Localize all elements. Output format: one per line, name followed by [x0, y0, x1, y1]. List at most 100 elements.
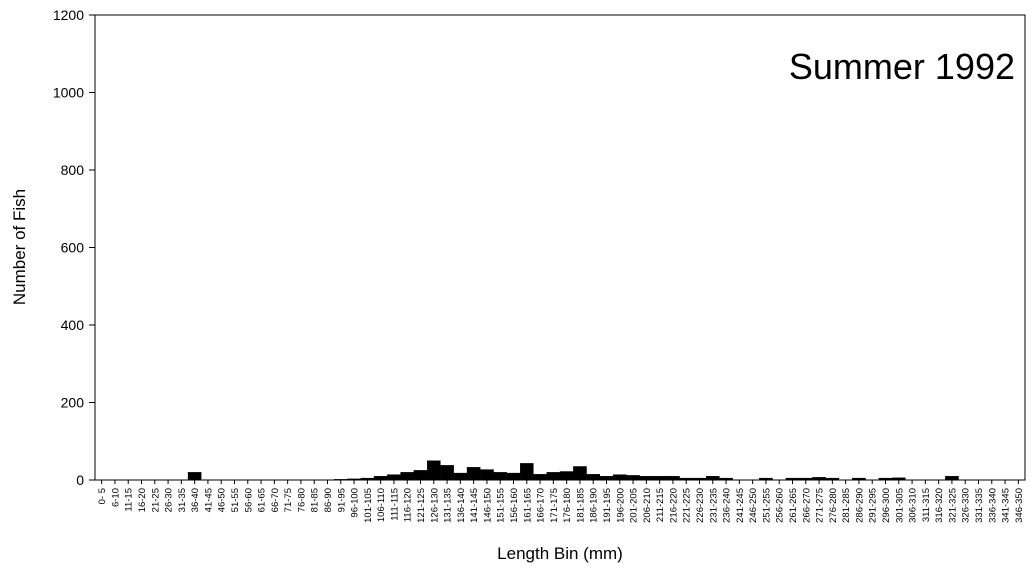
x-tick-label: 171-175 — [549, 488, 560, 523]
bar — [639, 475, 654, 481]
bar — [400, 472, 415, 481]
bar — [705, 475, 720, 481]
bar — [360, 477, 375, 481]
x-tick-label: 151-155 — [496, 488, 507, 523]
bar — [679, 477, 694, 481]
bar — [413, 470, 428, 481]
x-tick-label: 296-300 — [881, 488, 892, 523]
y-axis-ticks: 0 200 400 600 800 1000 1200 — [53, 7, 95, 488]
x-tick-label: 201-205 — [629, 488, 640, 523]
x-tick-label: 141-145 — [469, 488, 480, 523]
x-tick-label: 76-80 — [296, 488, 307, 512]
x-tick-label: 116-120 — [403, 488, 414, 522]
bar — [559, 471, 574, 481]
bar — [759, 477, 773, 481]
x-tick-label: 316-320 — [934, 488, 945, 523]
chart-annotation: Summer 1992 — [789, 46, 1015, 87]
x-tick-label: 181-185 — [575, 488, 586, 523]
x-tick-label: 301-305 — [894, 488, 905, 523]
bar — [480, 469, 494, 481]
bars — [187, 460, 959, 481]
x-tick-label: 31-35 — [177, 488, 188, 512]
x-tick-label: 106-110 — [376, 488, 387, 522]
y-axis-title: Number of Fish — [10, 189, 29, 305]
x-tick-label: 36-40 — [190, 488, 201, 512]
x-tick-label: 86-90 — [323, 488, 334, 512]
y-tick-label: 600 — [61, 240, 85, 256]
x-tick-label: 311-315 — [921, 488, 932, 522]
x-tick-label: 66-70 — [270, 488, 281, 512]
x-tick-label: 341-345 — [1001, 488, 1012, 523]
x-tick-label: 91-95 — [336, 488, 347, 512]
bar — [546, 472, 561, 481]
x-tick-label: 241-245 — [735, 488, 746, 523]
bar — [440, 465, 454, 481]
x-tick-label: 321-325 — [947, 488, 958, 523]
x-tick-label: 266-270 — [801, 488, 812, 523]
x-tick-label: 271-275 — [815, 488, 826, 523]
x-tick-label: 81-85 — [310, 488, 321, 512]
x-tick-label: 216-220 — [668, 488, 679, 523]
bar — [333, 479, 348, 481]
bar — [852, 477, 866, 481]
x-tick-label: 111-115 — [389, 488, 400, 521]
x-tick-label: 126-130 — [429, 488, 440, 523]
x-tick-label: 246-250 — [748, 488, 759, 523]
x-tick-label: 196-200 — [615, 488, 626, 523]
bar — [945, 475, 959, 481]
x-tick-label: 176-180 — [562, 488, 573, 523]
bar — [573, 466, 587, 481]
bar — [652, 475, 667, 481]
bar — [347, 478, 361, 481]
bar — [519, 463, 534, 481]
y-tick-label: 1000 — [53, 85, 84, 101]
bar — [666, 475, 680, 481]
x-tick-label: 291-295 — [868, 488, 879, 523]
bar — [387, 474, 401, 481]
bar — [426, 460, 441, 481]
y-tick-label: 1200 — [53, 7, 84, 23]
x-axis-ticks: 0- 5 6-10 11-15 16-20 21-25 26-30 31-35 36-40 41… — [97, 480, 1025, 523]
x-tick-label: 236-240 — [722, 488, 733, 523]
x-tick-label: 276-280 — [828, 488, 839, 523]
x-tick-label: 206-210 — [642, 488, 653, 523]
bar — [692, 477, 707, 481]
x-tick-label: 0- 5 — [97, 488, 108, 504]
x-tick-label: 221-225 — [682, 488, 693, 523]
x-tick-label: 101-105 — [363, 488, 374, 523]
bar — [493, 472, 508, 481]
y-tick-label: 400 — [61, 317, 85, 333]
x-tick-label: 131-135 — [443, 488, 454, 523]
bar — [533, 474, 547, 481]
y-tick-label: 800 — [61, 162, 85, 178]
x-tick-label: 136-140 — [456, 488, 467, 523]
x-tick-label: 261-265 — [788, 488, 799, 523]
x-tick-label: 56-60 — [243, 488, 254, 512]
bar — [891, 477, 906, 481]
bar — [453, 472, 468, 481]
bar — [825, 477, 840, 481]
x-tick-label: 286-290 — [854, 488, 865, 523]
x-tick-label: 306-310 — [908, 488, 919, 523]
x-tick-label: 26-30 — [164, 488, 175, 512]
x-tick-label: 46-50 — [217, 488, 228, 512]
x-tick-label: 281-285 — [841, 488, 852, 523]
x-tick-label: 146-150 — [482, 488, 493, 523]
y-tick-label: 0 — [76, 472, 84, 488]
x-tick-label: 21-25 — [150, 488, 161, 512]
x-tick-label: 161-165 — [522, 488, 533, 523]
x-tick-label: 186-190 — [589, 488, 600, 523]
bar — [798, 477, 813, 481]
y-tick-label: 200 — [61, 395, 85, 411]
bar — [612, 474, 627, 481]
bar — [626, 475, 640, 481]
x-tick-label: 61-65 — [257, 488, 268, 512]
bar — [599, 475, 614, 481]
x-tick-label: 11-15 — [124, 488, 135, 512]
x-axis-title: Length Bin (mm) — [497, 544, 623, 563]
x-tick-label: 191-195 — [602, 488, 613, 523]
x-tick-label: 326-330 — [961, 488, 972, 523]
x-tick-label: 256-260 — [775, 488, 786, 523]
x-tick-label: 346-350 — [1014, 488, 1025, 523]
